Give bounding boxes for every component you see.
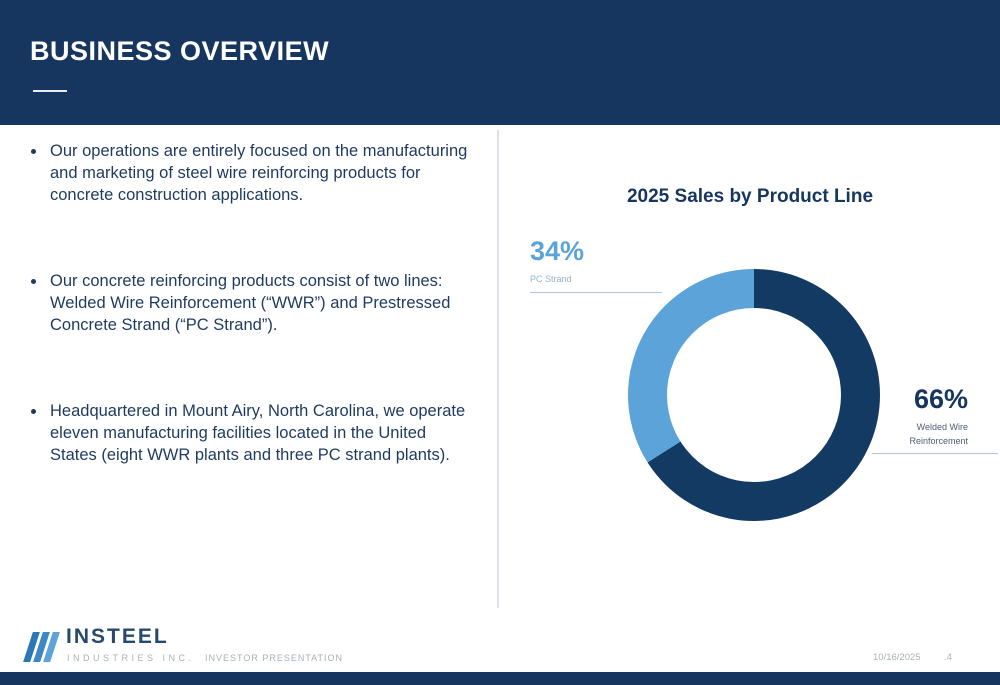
welded-wire-percent: 66% — [913, 384, 968, 414]
chart-title: 2025 Sales by Product Line — [626, 186, 874, 207]
bullet-item-operations: Our operations are entirely focused on t… — [47, 140, 476, 206]
pc-strand-percent: 34% — [530, 236, 585, 266]
bullet-list: Our operations are entirely focused on t… — [28, 140, 476, 466]
footer-date: 10/16/2025 — [873, 652, 921, 663]
donut-hole — [667, 308, 841, 482]
pc-strand-label: PC Strand — [530, 274, 572, 284]
slide-header: BUSINESS OVERVIEW — [0, 0, 1000, 125]
page-title: BUSINESS OVERVIEW — [30, 36, 330, 66]
bullet-item-product-lines: Our concrete reinforcing products consis… — [47, 270, 476, 336]
callout-pc-strand: 34% PC Strand — [530, 238, 662, 293]
logo-primary-text: INSTEEL — [66, 625, 169, 648]
vertical-divider — [497, 130, 499, 608]
bottom-accent-band — [0, 672, 1000, 685]
donut-chart — [628, 269, 880, 521]
insteel-logo-icon — [23, 632, 60, 662]
welded-wire-label: Welded Wire Reinforcement — [909, 422, 968, 446]
logo-secondary-text: INDUSTRIES INC. — [67, 653, 195, 663]
footer-page-number: .4 — [944, 652, 952, 663]
title-underline — [33, 90, 67, 92]
slide-footer: INSTEEL INDUSTRIES INC. INVESTOR PRESENT… — [0, 614, 1000, 672]
footer-tagline: INVESTOR PRESENTATION — [205, 653, 344, 663]
bullet-item-headquarters: Headquartered in Mount Airy, North Carol… — [47, 400, 476, 466]
callout-welded-wire: 66% Welded Wire Reinforcement — [872, 386, 998, 454]
